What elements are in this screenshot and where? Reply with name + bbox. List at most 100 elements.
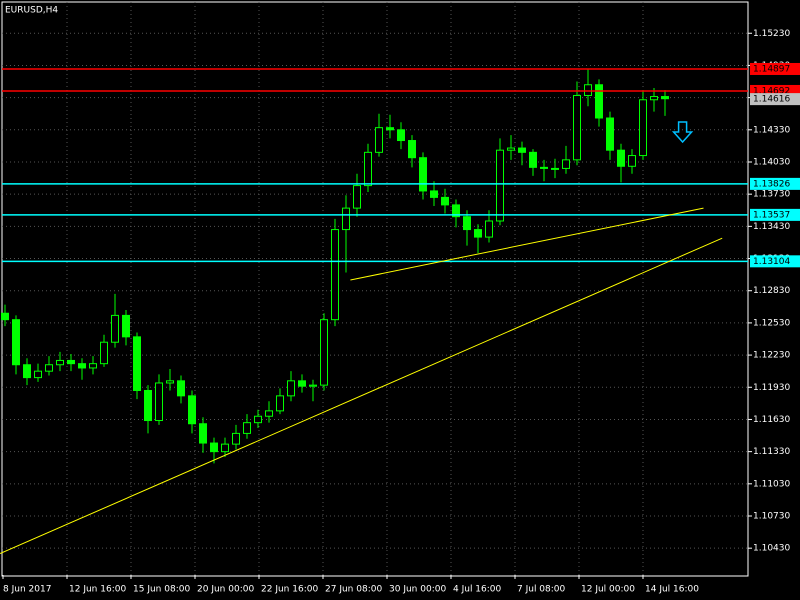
trendline — [0, 237, 723, 555]
y-tick-label: 1.11630 — [753, 415, 790, 425]
candle-body — [540, 166, 548, 169]
y-tick-label: 1.13430 — [753, 222, 790, 232]
level-label: 1.13104 — [753, 257, 790, 267]
candle-body — [562, 159, 570, 169]
candle-body — [639, 99, 647, 157]
y-tick-label: 1.14030 — [753, 157, 790, 167]
candle-body — [276, 395, 284, 412]
current-price-label: 1.14616 — [753, 95, 790, 105]
candle-body — [56, 359, 64, 366]
sell-arrow — [671, 121, 694, 144]
x-tick-label: 7 Jul 08:00 — [517, 585, 566, 595]
candle-body — [496, 149, 504, 222]
candle-body — [78, 363, 86, 369]
y-tick-label: 1.13730 — [753, 190, 790, 200]
candle-body — [408, 140, 416, 159]
candle-body — [617, 149, 625, 167]
candle-body — [199, 423, 207, 444]
candle-body — [34, 370, 42, 379]
candle-body — [265, 410, 273, 417]
candle-body — [1, 312, 9, 321]
trendline — [350, 207, 704, 281]
y-tick-label: 1.11330 — [753, 447, 790, 457]
level-label-box — [750, 177, 800, 190]
y-tick-label: 1.12830 — [753, 286, 790, 296]
candle-body — [584, 84, 592, 96]
candle-body — [12, 319, 20, 366]
candle-body — [331, 229, 339, 321]
candle-body — [177, 380, 185, 397]
candle-body — [298, 380, 306, 387]
candle-body — [45, 364, 53, 372]
level-label-box — [750, 62, 800, 75]
candle-body — [210, 442, 218, 453]
candle-body — [463, 216, 471, 231]
candle-body — [309, 384, 317, 387]
candle-body — [221, 443, 229, 453]
candle-body — [661, 96, 669, 100]
x-tick-label: 22 Jun 16:00 — [261, 585, 318, 595]
level-label: 1.13537 — [753, 210, 790, 220]
x-tick-label: 12 Jul 00:00 — [581, 585, 635, 595]
candle-body — [287, 380, 295, 397]
level-label: 1.14897 — [753, 64, 790, 74]
x-tick-label: 4 Jul 16:00 — [453, 585, 502, 595]
x-tick-label: 15 Jun 08:00 — [133, 585, 190, 595]
candle-body — [485, 220, 493, 238]
chart-title: EURUSD,H4 — [5, 6, 58, 16]
level-label-box — [750, 255, 800, 268]
candle-body — [133, 336, 141, 391]
x-tick-label: 27 Jun 08:00 — [325, 585, 382, 595]
candle-body — [628, 155, 636, 167]
candle-body — [353, 185, 361, 209]
candle-body — [23, 364, 31, 379]
x-tick-label: 20 Jun 00:00 — [197, 585, 254, 595]
candle-body — [386, 127, 394, 131]
y-tick-label: 1.15230 — [753, 29, 790, 39]
candle-body — [507, 147, 515, 151]
x-tick-label: 12 Jun 16:00 — [69, 585, 126, 595]
y-tick-label: 1.11030 — [753, 479, 790, 489]
candle-body — [89, 363, 97, 369]
level-label-box — [750, 208, 800, 221]
candle-body — [573, 94, 581, 161]
candle-body — [100, 341, 108, 365]
candle-body — [342, 207, 350, 231]
candle-body — [606, 117, 614, 151]
candle-body — [518, 147, 526, 153]
candle-body — [232, 432, 240, 445]
current-price-box — [750, 93, 800, 106]
y-tick-label: 1.12230 — [753, 351, 790, 361]
candle-body — [551, 167, 559, 170]
candle-body — [397, 129, 405, 142]
candle-body — [474, 229, 482, 238]
candle-body — [364, 151, 372, 187]
candle-body — [67, 359, 75, 365]
candle-body — [430, 190, 438, 198]
y-tick-label: 1.10430 — [753, 544, 790, 554]
candle-body — [452, 204, 460, 218]
candle-body — [122, 314, 130, 338]
candle-body — [375, 127, 383, 153]
y-tick-label: 1.11930 — [753, 383, 790, 393]
candle-body — [243, 422, 251, 434]
candle-body — [419, 157, 427, 192]
x-tick-label: 8 Jun 2017 — [3, 585, 51, 595]
x-tick-label: 14 Jul 16:00 — [645, 585, 699, 595]
level-label: 1.14692 — [753, 86, 790, 96]
plot-frame — [1, 1, 749, 577]
candle-body — [188, 395, 196, 425]
candle-body — [320, 319, 328, 386]
x-tick-label: 30 Jun 00:00 — [389, 585, 446, 595]
candle-body — [529, 151, 537, 168]
candle-body — [595, 84, 603, 119]
level-label: 1.13826 — [753, 179, 790, 189]
candle-body — [254, 415, 262, 424]
candle-body — [166, 380, 174, 384]
candle-body — [144, 389, 152, 422]
candle-body — [650, 96, 658, 101]
candle-body — [441, 196, 449, 206]
y-tick-label: 1.12530 — [753, 318, 790, 328]
